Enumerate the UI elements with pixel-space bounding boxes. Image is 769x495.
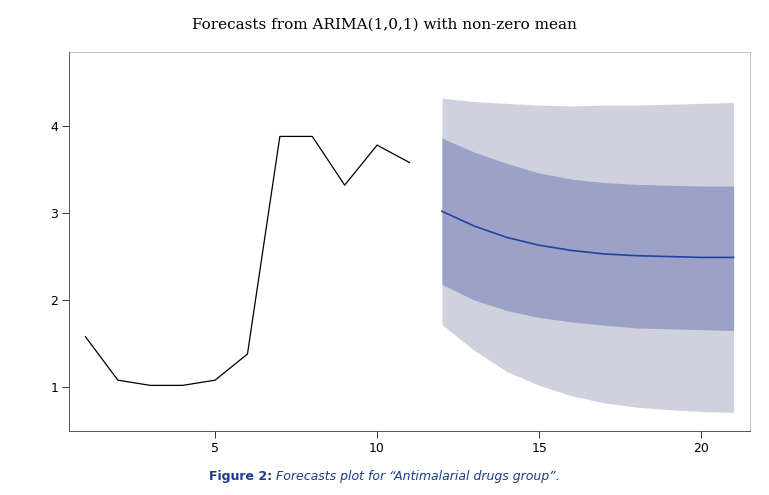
Text: Figure 2:: Figure 2: xyxy=(209,470,272,483)
Text: Forecasts from ARIMA(1,0,1) with non-zero mean: Forecasts from ARIMA(1,0,1) with non-zer… xyxy=(192,17,577,31)
Text: Forecasts plot for “Antimalarial drugs group”.: Forecasts plot for “Antimalarial drugs g… xyxy=(272,470,560,483)
